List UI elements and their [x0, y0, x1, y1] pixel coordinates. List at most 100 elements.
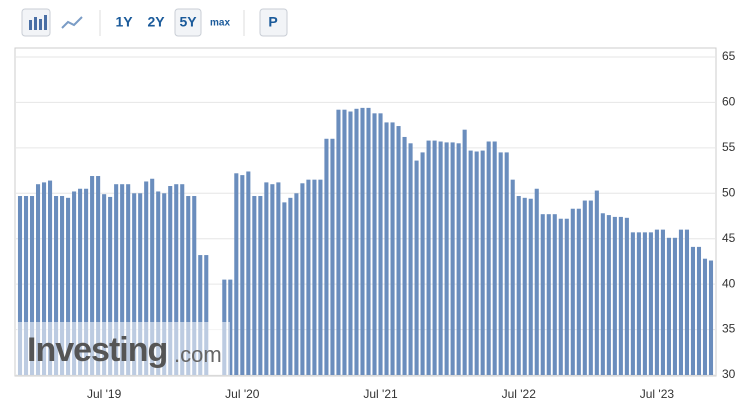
icon	[34, 17, 37, 30]
bar	[594, 190, 599, 375]
bar	[354, 108, 359, 375]
bar	[474, 151, 479, 375]
bar	[360, 107, 365, 375]
bar	[150, 178, 155, 375]
bar	[492, 141, 497, 375]
bar	[282, 202, 287, 375]
bar	[78, 188, 83, 375]
range-selected	[174, 8, 202, 37]
x-tick-label: Jul '19	[87, 387, 122, 401]
bar	[300, 183, 305, 375]
bar	[252, 196, 257, 375]
bar	[41, 182, 47, 375]
bar	[498, 152, 503, 375]
bar	[540, 214, 545, 375]
icon	[29, 20, 32, 30]
bar	[294, 193, 299, 375]
bar	[180, 184, 185, 375]
watermark-backdrop	[17, 322, 230, 375]
bar	[402, 136, 407, 375]
bar	[504, 152, 509, 375]
bar	[636, 232, 641, 375]
bar	[624, 217, 629, 375]
bar	[372, 113, 377, 376]
toolbar: P	[21, 8, 288, 37]
icon	[44, 15, 47, 30]
bar	[384, 122, 389, 375]
y-tick-label: 45	[722, 231, 736, 245]
bar	[156, 191, 161, 375]
watermark: Investing	[27, 331, 167, 369]
range-button[interactable]: 5Y	[179, 14, 197, 30]
range-button[interactable]: 2Y	[147, 14, 165, 30]
bar	[108, 196, 113, 375]
bar	[126, 184, 131, 375]
bar	[396, 126, 401, 376]
bar	[96, 176, 101, 375]
bar	[132, 193, 137, 375]
bar	[29, 196, 35, 375]
bar	[228, 279, 233, 375]
bar	[234, 173, 239, 375]
bar	[486, 141, 491, 375]
bar	[288, 197, 293, 375]
bar	[444, 142, 449, 375]
bar	[258, 196, 263, 375]
bar	[516, 196, 521, 375]
bar	[168, 186, 173, 375]
p-button[interactable]	[259, 8, 288, 37]
bar	[336, 109, 341, 375]
bar	[654, 229, 659, 375]
bar	[600, 213, 605, 375]
x-tick-label: Jul '22	[502, 387, 537, 401]
bar	[408, 143, 413, 375]
bar	[264, 182, 269, 375]
bar	[510, 179, 515, 375]
bar	[306, 179, 311, 375]
range-button[interactable]: max	[210, 18, 230, 29]
x-tick-label: Jul '21	[363, 387, 398, 401]
bar	[324, 138, 329, 375]
bar	[72, 191, 77, 375]
bar	[270, 184, 275, 375]
line-chart-button[interactable]	[61, 16, 83, 29]
y-tick-label: 55	[722, 140, 736, 154]
p-button-label[interactable]: P	[268, 14, 277, 30]
bar	[318, 179, 323, 375]
bar	[690, 246, 696, 375]
bar	[342, 109, 347, 375]
bar	[534, 188, 539, 375]
bar	[462, 129, 467, 375]
bar	[174, 184, 179, 375]
bar	[564, 218, 569, 375]
bar	[204, 255, 209, 375]
bar	[684, 229, 690, 375]
bar	[120, 184, 125, 375]
bar	[378, 113, 383, 376]
bar	[162, 193, 167, 375]
icon	[39, 19, 42, 30]
bar	[606, 215, 611, 375]
bar	[672, 237, 677, 375]
bar	[17, 196, 23, 375]
bar	[558, 218, 563, 375]
range-button[interactable]: 1Y	[115, 14, 133, 30]
bar	[114, 184, 119, 375]
bar	[456, 143, 461, 375]
bar	[696, 246, 702, 375]
bar	[522, 197, 527, 375]
bar	[648, 232, 653, 375]
bar	[480, 150, 485, 375]
bar	[426, 140, 431, 375]
bar	[276, 182, 281, 375]
bar	[618, 216, 623, 375]
bar	[612, 216, 617, 375]
bar	[552, 214, 557, 375]
y-tick-label: 30	[722, 367, 736, 381]
bar	[35, 184, 41, 375]
plot-frame	[14, 47, 717, 377]
bar	[630, 232, 635, 375]
x-tick-label: Jul '23	[640, 387, 675, 401]
y-tick-label: 40	[722, 276, 736, 290]
